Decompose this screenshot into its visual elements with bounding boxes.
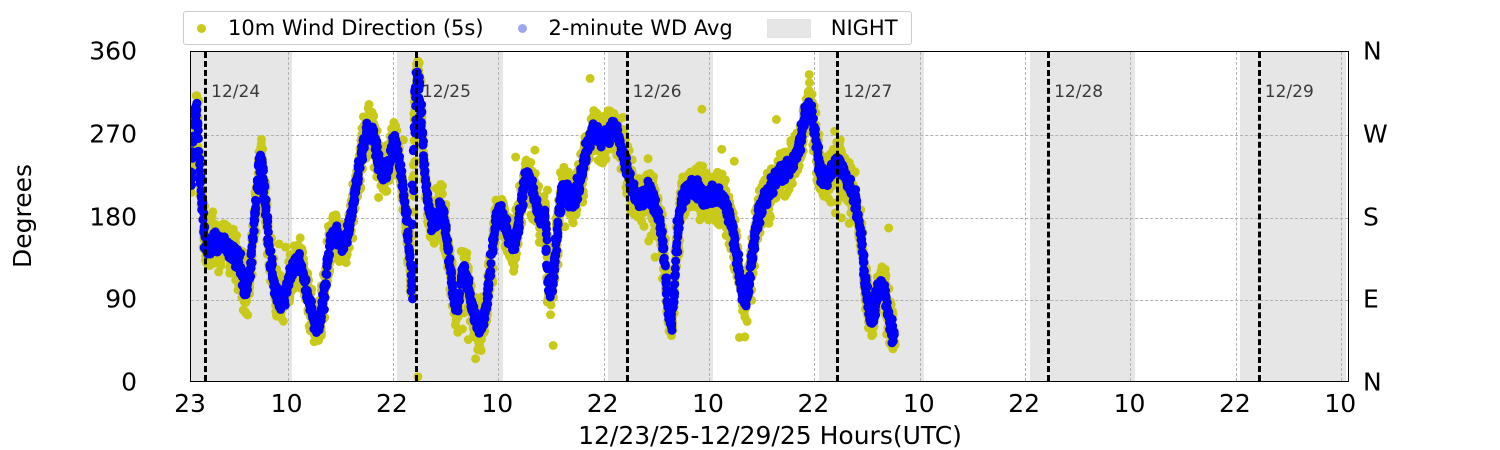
x-axis-title: 12/23/25-12/29/25 Hours(UTC) [578,421,962,450]
legend-entry-night: NIGHT [766,15,898,40]
night-band [1029,52,1135,381]
x-axis-tick [1236,381,1237,382]
x-axis-tick-label: 22 [376,389,408,418]
y-axis-tick-label: 180 [89,202,137,231]
midnight-divider [204,52,208,381]
vertical-gridline [392,52,394,381]
midnight-divider [836,52,840,381]
legend-label: 10m Wind Direction (5s) [228,15,484,40]
y-axis-tick-label: 90 [105,284,137,314]
midnight-divider [1047,52,1051,381]
vertical-gridline [919,52,921,381]
day-label: 12/25 [421,82,471,102]
legend-entry-2-minute-wd-avg: 2-minute WD Avg [517,15,733,40]
y-axis-compass-label: N [1363,367,1382,397]
y-axis-tick [1348,52,1349,53]
x-axis-tick [498,381,499,382]
x-axis-tick [288,381,289,382]
x-axis-tick [814,381,815,382]
midnight-divider [625,52,629,381]
vertical-gridline [1130,52,1132,381]
y-axis-compass-label: S [1363,202,1379,231]
x-axis-tick [191,381,192,382]
legend-marker-dot [197,23,206,33]
vertical-gridline [1025,52,1027,381]
x-axis-tick [1025,381,1026,382]
x-axis-tick-label: 22 [1218,389,1251,418]
day-label: 12/28 [1054,82,1104,102]
vertical-gridline [1235,52,1237,381]
x-axis-tick-label: 10 [270,389,303,418]
y-axis-title: Degrees [8,163,37,269]
y-axis-tick-label: 0 [121,367,137,397]
x-axis-tick-label: 22 [586,389,619,418]
day-label: 12/29 [1264,82,1314,102]
plot-area: 12/24 12/25 12/26 12/27 12/28 12/29 [190,51,1349,382]
legend-label: 2-minute WD Avg [548,15,733,40]
legend-label: NIGHT [830,15,898,40]
x-axis-tick [709,381,710,382]
vertical-gridline [287,52,289,381]
midnight-divider [1257,52,1261,381]
midnight-divider [414,52,418,381]
vertical-gridline [1341,52,1343,381]
vertical-gridline [814,52,816,381]
y-axis-tick-label: 270 [89,119,137,149]
scatter-points [191,56,900,381]
y-axis-tick [1348,218,1349,219]
night-band [1240,52,1346,381]
x-axis-tick-label: 10 [692,389,724,418]
y-axis-tick [1348,300,1349,301]
horizontal-gridline [191,134,1348,136]
day-label: 12/27 [843,82,893,102]
x-axis-tick [1341,381,1342,382]
x-axis-tick-label: 23 [174,389,206,418]
x-axis-tick-label: 10 [1324,389,1357,418]
day-label: 12/24 [211,82,261,102]
legend-marker-dot [517,23,527,33]
day-label: 12/26 [632,82,682,102]
x-axis-tick [604,381,605,382]
legend-entry-wind-direction-5s: 10m Wind Direction (5s) [197,15,484,40]
y-axis-tick [1348,135,1349,136]
vertical-gridline [603,52,605,381]
x-axis-tick-label: 22 [797,389,830,418]
y-axis-tick-label: 360 [89,36,137,66]
x-axis-tick-label: 10 [902,389,935,418]
x-axis-tick [1130,381,1131,382]
x-axis-tick [393,381,394,382]
y-axis-compass-label: N [1363,36,1382,66]
series-2-minute-wd-avg [191,67,899,348]
chart-legend: 10m Wind Direction (5s) 2-minute WD Avg … [183,11,912,45]
y-axis-compass-label: E [1363,284,1379,314]
x-axis-tick-label: 10 [481,389,514,418]
x-axis-tick-label: 10 [1113,389,1146,418]
x-axis-tick [920,381,921,382]
horizontal-gridline [191,300,1348,302]
legend-marker-patch [766,18,811,38]
y-axis-compass-label: W [1363,119,1388,149]
x-axis-tick-label: 22 [1008,389,1041,418]
